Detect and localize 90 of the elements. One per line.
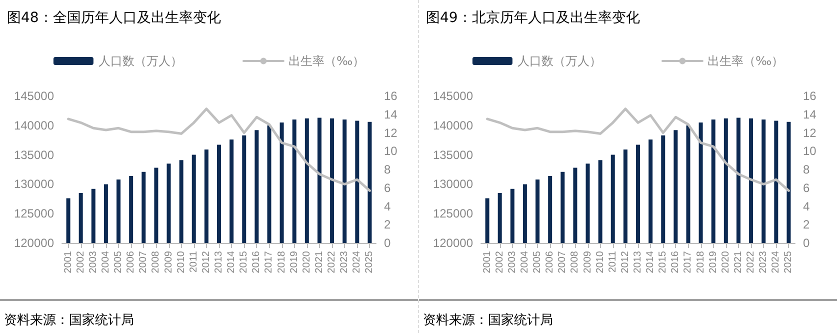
y-tick-label: 125000 xyxy=(432,206,474,221)
y2-tick-label: 10 xyxy=(384,144,398,158)
y-tick-label: 130000 xyxy=(432,177,474,192)
y2-tick-label: 12 xyxy=(803,126,817,140)
x-tick-label: 2003 xyxy=(506,250,518,274)
y2-tick-label: 4 xyxy=(384,199,391,214)
x-tick-label: 2025 xyxy=(783,250,794,274)
line-series xyxy=(486,108,790,192)
x-tick-label: 2001 xyxy=(62,250,74,274)
x-tick-label: 2013 xyxy=(214,250,224,274)
y2-tick-label: 4 xyxy=(803,199,810,214)
x-tick-label: 2011 xyxy=(188,250,200,273)
legend-label: 出生率（‰） xyxy=(288,54,365,68)
chart-title: 图48：全国历年人口及出生率变化 xyxy=(7,10,221,26)
x-tick-label: 2005 xyxy=(532,250,544,274)
x-tick-label: 2002 xyxy=(75,250,86,274)
y-tick-label: 135000 xyxy=(432,148,474,162)
x-tick-label: 2025 xyxy=(364,250,376,274)
y-tick-label: 145000 xyxy=(14,89,54,103)
y2-tick-label: 0 xyxy=(384,236,391,250)
x-tick-label: 2020 xyxy=(720,250,732,274)
chart-title: 图49：北京历年人口及出生率变化 xyxy=(426,10,640,26)
x-tick-label: 2005 xyxy=(113,250,124,274)
y2-tick-label: 10 xyxy=(803,144,817,158)
y-tick-label: 125000 xyxy=(14,206,54,221)
legend-label: 出生率（‰） xyxy=(707,54,784,68)
x-tick-label: 2023 xyxy=(758,250,770,274)
x-tick-label: 2011 xyxy=(607,250,618,273)
y-tick-label: 120000 xyxy=(14,236,54,250)
x-tick-label: 2004 xyxy=(519,250,530,274)
y2-tick-label: 16 xyxy=(384,89,398,103)
y2-tick-label: 12 xyxy=(384,126,398,140)
x-tick-label: 2013 xyxy=(632,250,644,274)
x-tick-label: 2012 xyxy=(200,250,212,274)
y-tick-label: 140000 xyxy=(14,118,54,132)
x-tick-label: 2018 xyxy=(695,250,706,274)
x-tick-label: 2018 xyxy=(276,250,288,274)
x-tick-label: 2021 xyxy=(732,250,744,274)
x-tick-label: 2017 xyxy=(682,250,694,274)
x-tick-label: 2024 xyxy=(770,250,782,274)
x-tick-label: 2016 xyxy=(670,250,682,274)
text: 资料来源：国家统计局 xyxy=(423,312,553,328)
line-series xyxy=(67,108,371,192)
x-tick-label: 2001 xyxy=(482,250,493,274)
y2-tick-label: 2 xyxy=(384,218,391,232)
x-tick-label: 2009 xyxy=(163,250,174,274)
x-tick-label: 2007 xyxy=(557,250,568,274)
x-tick-label: 2014 xyxy=(645,250,656,274)
y-tick-label: 140000 xyxy=(432,118,474,132)
y2-tick-label: 16 xyxy=(803,89,817,103)
x-tick-label: 2020 xyxy=(301,250,312,274)
x-tick-label: 2022 xyxy=(746,250,757,274)
y2-tick-label: 6 xyxy=(803,180,810,195)
y-tick-label: 145000 xyxy=(432,89,474,103)
y-tick-label: 130000 xyxy=(14,177,54,192)
x-tick-label: 2016 xyxy=(251,250,262,274)
y-tick-label: 135000 xyxy=(14,148,54,162)
x-tick-label: 2021 xyxy=(314,250,325,274)
x-tick-label: 2019 xyxy=(708,250,719,274)
x-tick-label: 2004 xyxy=(100,250,112,274)
x-tick-label: 2006 xyxy=(544,250,556,274)
y2-tick-label: 8 xyxy=(803,162,810,176)
x-tick-label: 2009 xyxy=(582,250,594,274)
x-tick-label: 2008 xyxy=(150,250,162,274)
x-tick-label: 2022 xyxy=(326,250,338,274)
x-tick-label: 2019 xyxy=(288,250,300,274)
x-tick-label: 2023 xyxy=(339,250,350,274)
x-tick-label: 2012 xyxy=(620,250,631,274)
x-tick-label: 2015 xyxy=(658,250,669,274)
x-tick-label: 2014 xyxy=(226,250,238,274)
x-tick-label: 2024 xyxy=(352,250,363,274)
y2-tick-label: 2 xyxy=(803,218,810,232)
y2-tick-label: 6 xyxy=(384,180,391,195)
y2-tick-label: 8 xyxy=(384,162,391,176)
x-tick-label: 2006 xyxy=(126,250,137,274)
x-tick-label: 2010 xyxy=(594,250,606,274)
x-tick-label: 2003 xyxy=(88,250,99,274)
x-tick-label: 2008 xyxy=(570,250,581,274)
x-tick-label: 2010 xyxy=(176,250,187,274)
y2-tick-label: 14 xyxy=(803,107,817,122)
x-tick-label: 2007 xyxy=(138,250,150,274)
y2-tick-label: 0 xyxy=(803,236,810,250)
x-tick-label: 2015 xyxy=(238,250,250,274)
legend-label: 人口数（万人） xyxy=(98,54,182,68)
x-tick-label: 2017 xyxy=(264,250,275,274)
text: 资料来源：国家统计局 xyxy=(4,312,134,328)
y2-tick-label: 14 xyxy=(384,107,398,122)
y-tick-label: 120000 xyxy=(432,236,474,250)
legend-label: 人口数（万人） xyxy=(517,54,602,68)
x-tick-label: 2002 xyxy=(494,250,506,274)
